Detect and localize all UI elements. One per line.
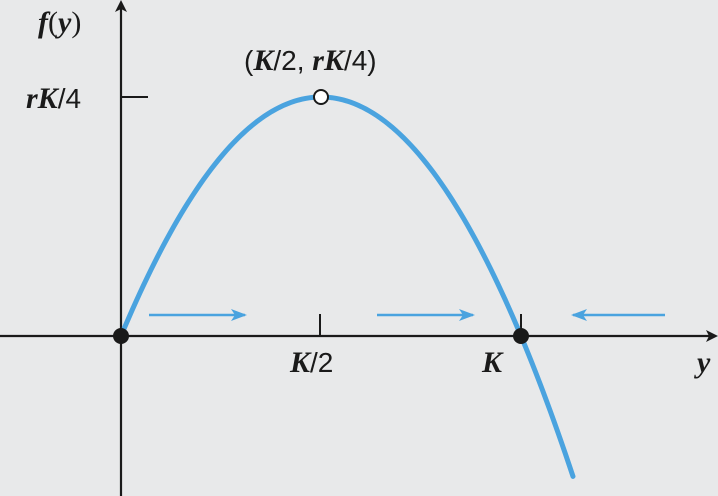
logistic-curve (118, 94, 576, 479)
maximum-point (313, 89, 329, 105)
x-axis-label: y (694, 346, 711, 379)
max-point-label: (K/2, rK/4) (244, 44, 377, 77)
x-tick-label-k-half: K/2 (289, 346, 333, 379)
x-tick-label-k: K (481, 346, 504, 379)
y-tick-label-max: rK/4 (26, 82, 81, 115)
equilibrium-point-zero (113, 328, 129, 344)
y-axis-label: f(y) (38, 6, 81, 39)
equilibrium-point-k (513, 328, 529, 344)
